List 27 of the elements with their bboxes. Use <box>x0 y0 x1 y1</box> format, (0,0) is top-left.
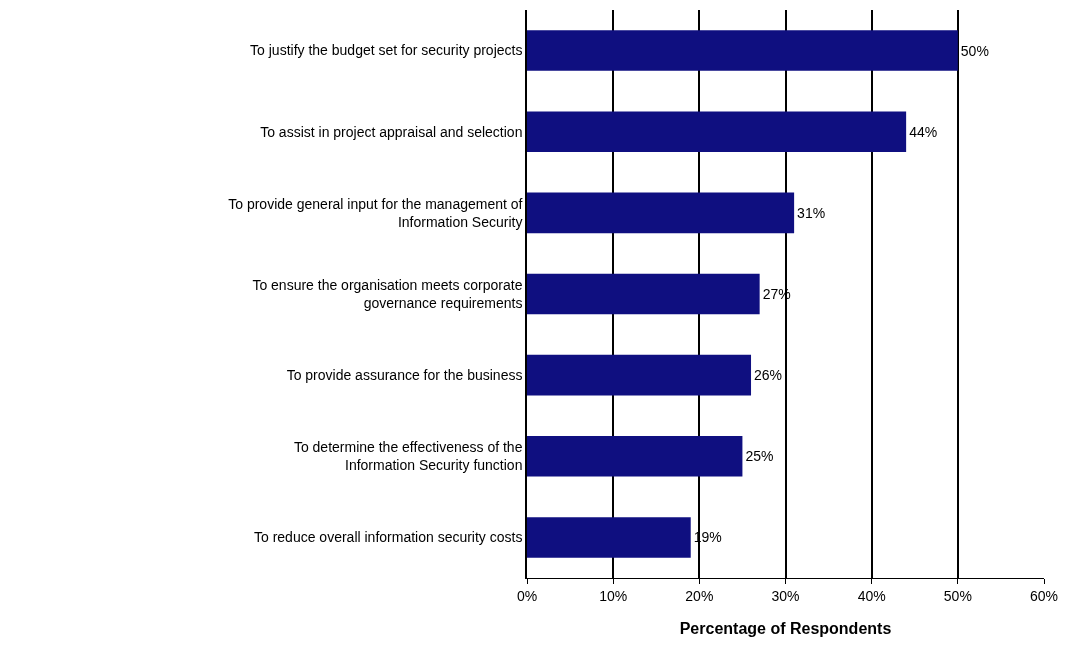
data-label: 50% <box>960 42 989 59</box>
data-label: 26% <box>754 367 783 384</box>
x-tick-label: 30% <box>771 587 800 604</box>
x-axis-title: Percentage of Respondents <box>679 620 892 638</box>
y-tick-label: To justify the budget set for security projects <box>250 42 523 59</box>
data-label: 44% <box>909 123 938 140</box>
y-tick-label: To provide general input for the management of Information Security <box>228 195 523 230</box>
bar <box>527 111 907 152</box>
y-tick-label: To assist in project appraisal and selection <box>260 123 523 140</box>
x-tick-label: 10% <box>599 587 628 604</box>
y-tick-label: To provide assurance for the business <box>286 367 523 384</box>
x-tick-label: 40% <box>857 587 886 604</box>
bar <box>527 192 795 234</box>
bar <box>527 517 691 558</box>
y-tick-label: To ensure the organisation meets corporate governance requirements <box>252 276 523 311</box>
data-label: 25% <box>745 448 774 465</box>
bar <box>527 436 743 477</box>
data-label: 31% <box>797 204 826 221</box>
bar <box>527 30 958 71</box>
x-tick-label: 0% <box>516 587 538 604</box>
y-tick-label: To reduce overall information security costs <box>254 529 523 546</box>
x-tick-label: 50% <box>943 587 972 604</box>
bar <box>527 354 752 396</box>
y-tick-label: To determine the effectiveness of the Information Security function <box>293 439 523 474</box>
x-tick-label: 20% <box>685 587 714 604</box>
bar <box>527 273 760 315</box>
x-tick-label: 60% <box>1029 587 1059 604</box>
